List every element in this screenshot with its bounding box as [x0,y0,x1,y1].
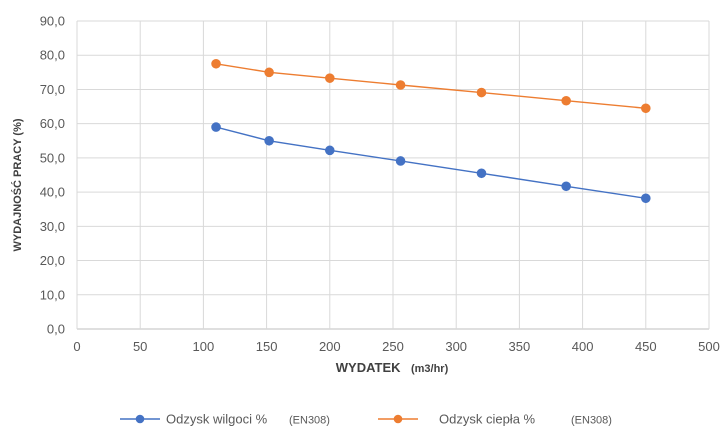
series-group [211,58,651,204]
data-point-series-1 [561,181,571,192]
legend-tag-2: (EN308) [571,415,612,426]
y-tick-label: 50,0 [40,150,65,165]
y-tick-labels: 0,0 10,0 20,0 30,0 40,0 50,0 60,0 70,0 80,0 90,0 [40,14,65,337]
legend: Odzysk wilgoci % (EN308) Odzysk ciepła % (E… [120,412,612,426]
x-tick-label: 200 [319,339,341,354]
x-tick-label: 250 [382,339,404,354]
data-point-series-1 [325,145,335,156]
data-point-series-1 [264,135,274,146]
y-tick-label: 20,0 [40,253,65,268]
series-line-1 [215,126,646,199]
data-point-series-2 [211,58,221,69]
legend-label-1: Odzysk wilgoci % [166,412,268,426]
x-tick-labels: 0 50 100 150 200 250 300 350 400 450 500 [73,339,719,354]
y-tick-label: 70,0 [40,82,65,97]
x-tick-label: 100 [193,339,215,354]
y-tick-label: 30,0 [40,219,65,234]
grid-lines [76,20,710,330]
data-point-series-1 [211,122,221,132]
x-axis-title-main: WYDATEK [336,360,401,375]
data-point-series-2 [476,87,487,98]
y-tick-label: 90,0 [40,14,65,29]
data-point-series-1 [476,168,487,179]
data-point-series-2 [395,80,406,90]
y-tick-label: 60,0 [40,116,65,131]
y-tick-label: 40,0 [40,185,65,200]
x-axis-title: WYDATEK (m3/hr) [336,359,449,376]
y-tick-label: 0,0 [47,322,65,337]
x-tick-label: 0 [73,339,80,354]
data-point-series-2 [641,103,651,114]
data-point-series-2 [561,95,571,106]
data-point-series-1 [641,193,651,204]
legend-marker-1 [135,414,145,424]
y-tick-label: 10,0 [40,287,65,302]
x-tick-label: 150 [256,339,278,354]
x-tick-label: 400 [572,339,594,354]
legend-tag-1: (EN308) [289,415,330,426]
y-axis-title: WYDAJNOŚĆ PRACY (%) [11,118,24,251]
x-tick-label: 500 [698,339,720,354]
x-tick-label: 50 [133,339,147,354]
series-line-2 [215,63,646,109]
legend-marker-2 [393,414,403,424]
x-axis-title-unit: (m3/hr) [411,363,449,375]
x-tick-label: 300 [445,339,467,354]
data-point-series-2 [264,67,274,78]
x-tick-label: 450 [635,339,657,354]
data-point-series-2 [325,73,335,83]
data-point-series-1 [395,156,406,166]
y-tick-label: 80,0 [40,48,65,63]
x-tick-label: 350 [509,339,531,354]
legend-label-2: Odzysk ciepła % [439,412,536,426]
